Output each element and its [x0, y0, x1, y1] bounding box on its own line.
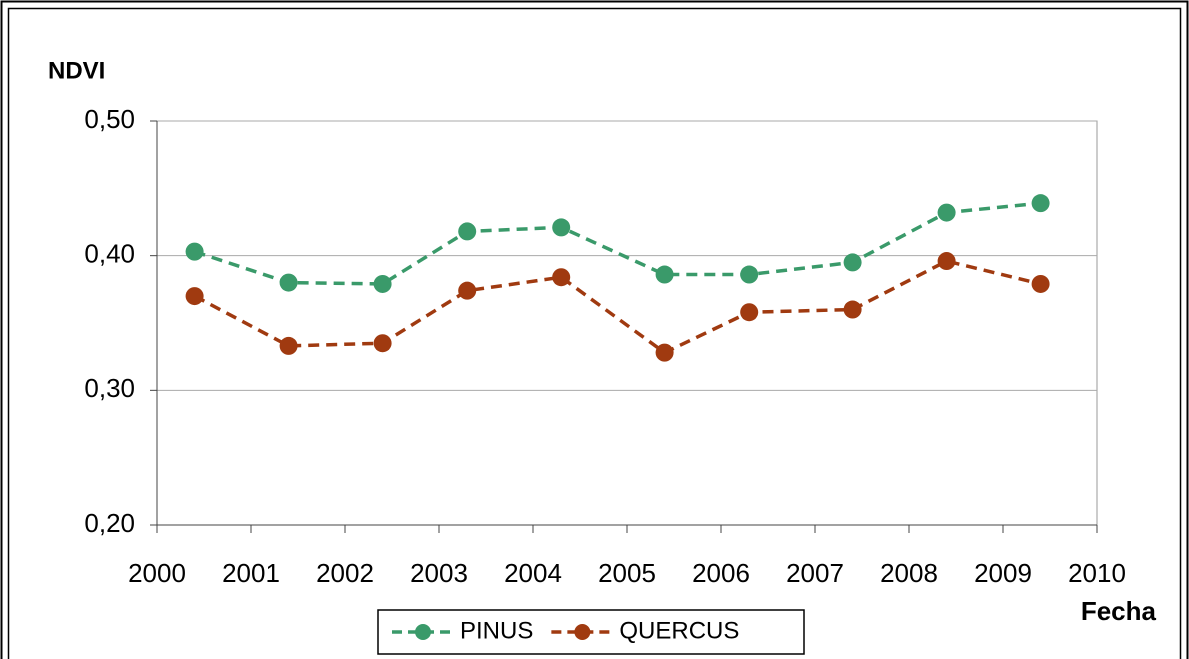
data-point	[552, 218, 571, 237]
x-axis-label: Fecha	[1081, 596, 1157, 626]
data-point	[655, 343, 674, 362]
y-tick-label: 0,40	[84, 239, 135, 269]
inner-frame	[7, 7, 1182, 659]
legend-label: QUERCUS	[619, 617, 739, 644]
x-tick-label: 2005	[598, 558, 656, 588]
legend-marker	[574, 624, 591, 640]
data-point	[937, 252, 956, 271]
y-tick-label: 0,30	[84, 373, 135, 403]
data-point	[279, 336, 298, 355]
y-axis-label: NDVI	[48, 57, 105, 84]
legend-marker	[415, 624, 431, 640]
data-point	[1031, 274, 1050, 293]
data-point	[655, 265, 674, 284]
x-tick-label: 2000	[128, 558, 186, 588]
data-point	[373, 334, 392, 353]
x-tick-label: 2009	[974, 558, 1032, 588]
data-point	[185, 287, 204, 306]
data-point	[279, 273, 298, 292]
x-tick-label: 2007	[786, 558, 844, 588]
x-tick-label: 2010	[1068, 558, 1126, 588]
data-point	[740, 303, 759, 322]
data-point	[458, 222, 477, 241]
x-tick-label: 2002	[316, 558, 374, 588]
data-point	[843, 253, 862, 272]
data-point	[552, 268, 571, 287]
data-point	[843, 300, 862, 319]
data-point	[185, 242, 204, 261]
series-line	[193, 259, 1042, 355]
data-point	[458, 281, 477, 300]
x-tick-label: 2001	[222, 558, 280, 588]
series-line	[194, 201, 1041, 286]
x-tick-label: 2008	[880, 558, 938, 588]
data-point	[373, 274, 392, 293]
x-tick-label: 2006	[692, 558, 750, 588]
y-tick-label: 0,20	[84, 508, 135, 538]
y-tick-label: 0,50	[84, 104, 135, 134]
legend-label: PINUS	[460, 617, 533, 644]
data-point	[937, 203, 956, 222]
plot-area	[156, 120, 1098, 526]
x-tick-label: 2004	[504, 558, 562, 588]
x-tick-label: 2003	[410, 558, 468, 588]
data-point	[740, 265, 759, 284]
data-point	[1031, 194, 1050, 213]
